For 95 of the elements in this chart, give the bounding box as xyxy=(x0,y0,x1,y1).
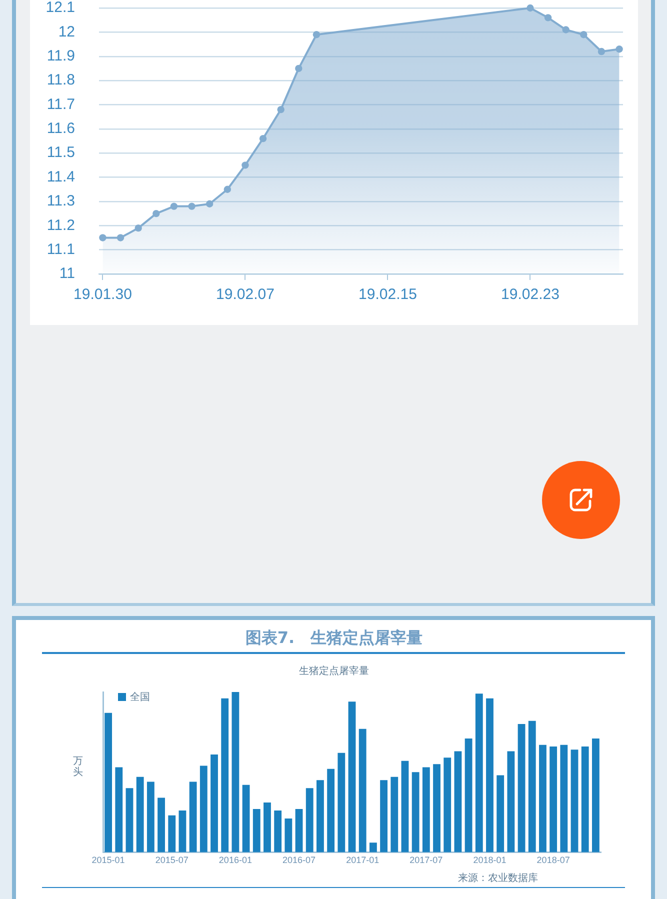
bar xyxy=(284,818,292,852)
bar xyxy=(581,746,589,852)
point xyxy=(598,48,606,56)
point xyxy=(188,202,196,210)
x-tick-label: 2018-01 xyxy=(473,855,506,866)
bar xyxy=(528,720,536,852)
point xyxy=(99,234,106,242)
bar xyxy=(454,751,462,852)
y-tick-label: 11.9 xyxy=(46,48,75,65)
y-tick-label: 12 xyxy=(58,23,75,40)
point xyxy=(562,26,570,34)
bar xyxy=(380,780,388,852)
y-tick-label: 12.1 xyxy=(46,0,75,16)
bar xyxy=(210,754,218,852)
bar xyxy=(221,698,229,852)
bar xyxy=(369,842,377,852)
x-tick-label: 2016-07 xyxy=(282,855,316,866)
bar xyxy=(178,810,186,852)
point xyxy=(259,134,267,142)
bar xyxy=(295,808,303,852)
point xyxy=(224,186,232,193)
bar xyxy=(327,768,335,852)
bar xyxy=(475,694,483,852)
point xyxy=(295,64,302,72)
x-tick-label: 19.01.30 xyxy=(74,286,132,304)
bar xyxy=(486,698,494,852)
x-tick-label: 2016-01 xyxy=(218,855,252,866)
bar xyxy=(189,782,197,852)
legend-label: 全国 xyxy=(130,691,150,704)
point xyxy=(206,200,214,208)
bar xyxy=(560,744,568,852)
bar xyxy=(274,810,282,852)
point xyxy=(277,106,284,114)
bar xyxy=(242,784,250,852)
point xyxy=(170,202,178,210)
bar xyxy=(464,738,472,852)
point xyxy=(312,31,320,38)
y-tick-label: 11 xyxy=(59,265,75,282)
bar xyxy=(252,808,260,852)
bar xyxy=(401,760,409,852)
y-tick-label: 11.4 xyxy=(46,168,75,186)
y-axis-title: 万头 xyxy=(72,756,84,778)
bar xyxy=(126,788,134,852)
y-tick-label: 11.8 xyxy=(46,72,75,89)
bar xyxy=(264,802,271,852)
x-tick-label: 2018-07 xyxy=(536,855,570,866)
bar xyxy=(348,702,356,852)
bar xyxy=(200,766,208,852)
bar xyxy=(444,758,452,852)
bar xyxy=(168,815,176,852)
x-tick-label: 2015-01 xyxy=(92,855,125,866)
bar xyxy=(136,776,144,852)
point xyxy=(526,4,534,12)
bar xyxy=(358,728,366,852)
bar xyxy=(592,738,600,852)
point xyxy=(152,210,160,218)
bar xyxy=(338,752,346,852)
chart-subtitle: 生猪定点屠宰量 xyxy=(298,664,370,678)
point xyxy=(580,31,588,38)
bar xyxy=(104,712,112,852)
bar xyxy=(316,780,324,852)
bar xyxy=(570,750,578,852)
bar xyxy=(146,782,154,852)
bar xyxy=(496,775,504,852)
x-tick-label: 2017-07 xyxy=(410,855,443,866)
y-tick-label: 11.7 xyxy=(46,96,75,113)
source-note: 来源：农业数据库 xyxy=(458,872,538,885)
bar xyxy=(507,751,515,852)
x-tick-label: 19.02.15 xyxy=(358,286,417,304)
point xyxy=(544,14,552,22)
bar xyxy=(158,798,165,852)
point xyxy=(116,234,124,242)
bar xyxy=(518,724,526,852)
point xyxy=(616,46,623,53)
bar xyxy=(412,772,420,852)
x-tick-label: 19.02.07 xyxy=(216,286,274,304)
point xyxy=(242,162,249,169)
bar xyxy=(306,788,314,852)
point xyxy=(134,224,142,232)
chart-title: 图表7. 生猪定点屠宰量 xyxy=(244,628,424,649)
y-tick-label: 11.6 xyxy=(46,120,75,138)
y-tick-label: 11.1 xyxy=(46,240,75,258)
bar xyxy=(433,764,440,852)
y-tick-label: 11.2 xyxy=(46,216,75,234)
bar xyxy=(232,692,240,852)
y-tick-label: 11.3 xyxy=(46,192,75,210)
bar xyxy=(422,767,430,852)
y-tick-label: 11.5 xyxy=(46,144,75,162)
x-tick-label: 2015-07 xyxy=(155,855,188,866)
x-tick-label: 19.02.23 xyxy=(501,286,560,304)
bar xyxy=(115,767,123,852)
bar xyxy=(539,744,546,852)
bar xyxy=(390,776,398,852)
bar xyxy=(550,746,558,852)
x-tick-label: 2017-01 xyxy=(346,855,380,866)
